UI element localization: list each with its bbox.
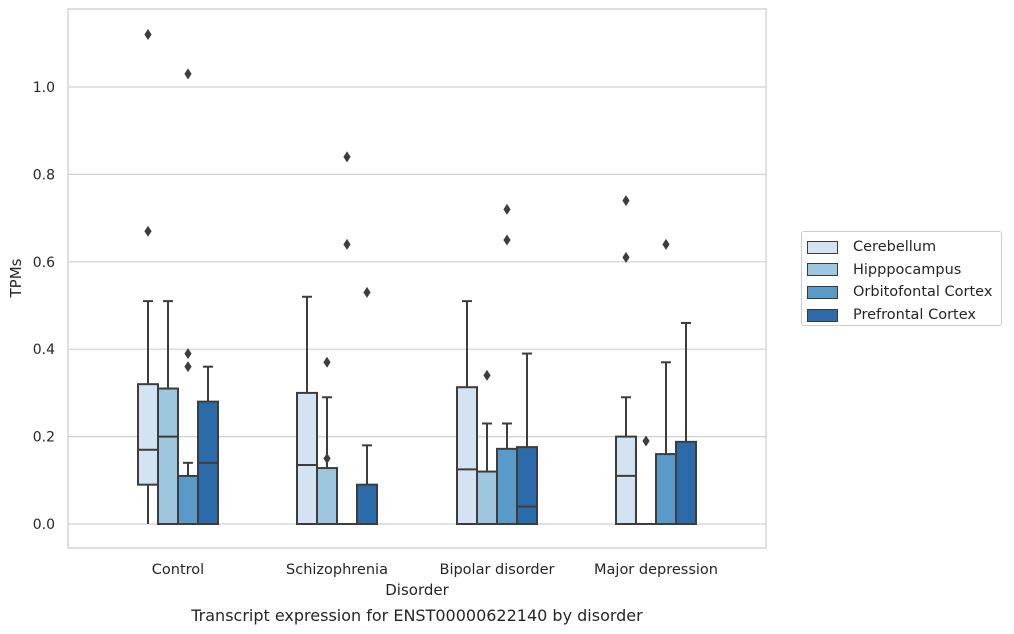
- box-groups: [137, 29, 697, 526]
- outlier-marker: [323, 356, 331, 368]
- y-tick-labels: 0.0 0.2 0.4 0.6 0.8 1.0: [33, 80, 55, 533]
- box-body: [316, 467, 338, 525]
- box-body: [177, 474, 199, 525]
- legend-item: Cerebellum: [807, 236, 1001, 259]
- box-prefrontal-cortex: [516, 352, 538, 526]
- outlier-marker: [184, 348, 192, 360]
- x-tick-label: Schizophrenia: [286, 562, 388, 578]
- box-hipppocampus: [157, 300, 179, 525]
- box-hipppocampus: [476, 369, 498, 525]
- y-axis-label: TPMs: [7, 258, 25, 298]
- box-body: [675, 440, 697, 525]
- box-body: [137, 383, 159, 486]
- outlier-marker: [343, 238, 351, 250]
- chart-legend: Cerebellum Hipppocampus Orbitofontal Corte…: [801, 231, 1002, 326]
- outlier-marker: [642, 435, 650, 447]
- box-cerebellum: [615, 195, 637, 526]
- chart-caption: Transcript expression for ENST0000062214…: [191, 606, 643, 625]
- y-tick-label: 0.8: [33, 167, 55, 183]
- box-hipppocampus: [316, 356, 338, 525]
- x-tick-label: Control: [152, 562, 204, 578]
- outlier-marker: [503, 203, 511, 215]
- box-body: [456, 386, 478, 525]
- legend-swatch: [807, 308, 838, 322]
- y-tick-label: 0.6: [33, 255, 55, 271]
- outlier-marker: [503, 234, 511, 246]
- x-axis-label: Disorder: [385, 581, 449, 599]
- legend-label: Prefrontal Cortex: [853, 307, 976, 324]
- x-tick-labels: Control Schizophrenia Bipolar disorder Majo…: [152, 562, 718, 578]
- legend-item: Hipppocampus: [807, 259, 1001, 282]
- outlier-marker: [622, 251, 630, 263]
- outlier-marker: [662, 238, 670, 250]
- box-hipppocampus: [635, 435, 657, 526]
- box-orbitofontal-cortex: [496, 203, 518, 525]
- box-body: [496, 447, 518, 525]
- box-prefrontal-cortex: [197, 365, 219, 526]
- y-tick-label: 1.0: [33, 80, 55, 96]
- outlier-marker: [323, 452, 331, 464]
- box-cerebellum: [296, 295, 318, 525]
- legend-swatch: [807, 240, 838, 254]
- box-body: [655, 453, 677, 525]
- box-body: [516, 446, 538, 526]
- box-prefrontal-cortex: [356, 286, 378, 526]
- x-tick-label: Major depression: [594, 562, 718, 578]
- legend-label: Cerebellum: [853, 239, 937, 256]
- outlier-marker: [483, 369, 491, 381]
- box-body: [356, 483, 378, 526]
- legend-item: Prefrontal Cortex: [807, 304, 1001, 327]
- y-tick-label: 0.0: [33, 517, 55, 533]
- outlier-marker: [622, 195, 630, 207]
- box-body: [157, 387, 179, 525]
- box-body: [296, 391, 318, 525]
- box-body: [476, 470, 498, 525]
- outlier-marker: [184, 68, 192, 80]
- box-body: [615, 435, 637, 526]
- plot-frame: [67, 8, 767, 549]
- legend-swatch: [807, 263, 838, 277]
- legend-item: Orbitofontal Cortex: [807, 281, 1001, 304]
- box-prefrontal-cortex: [675, 321, 697, 525]
- outlier-marker: [144, 29, 152, 41]
- box-orbitofontal-cortex: [655, 238, 677, 525]
- outlier-marker: [343, 151, 351, 163]
- legend-label: Orbitofontal Cortex: [853, 284, 993, 301]
- outlier-marker: [144, 225, 152, 237]
- outlier-marker: [184, 361, 192, 373]
- outlier-marker: [363, 286, 371, 298]
- x-tick-label: Bipolar disorder: [440, 562, 555, 578]
- box-orbitofontal-cortex: [177, 68, 199, 525]
- legend-label: Hipppocampus: [853, 261, 962, 278]
- box-cerebellum: [137, 29, 159, 524]
- box-cerebellum: [456, 300, 478, 525]
- box-orbitofontal-cortex: [336, 151, 358, 526]
- y-tick-label: 0.2: [33, 430, 55, 446]
- legend-swatch: [807, 285, 838, 299]
- y-tick-label: 0.4: [33, 342, 55, 358]
